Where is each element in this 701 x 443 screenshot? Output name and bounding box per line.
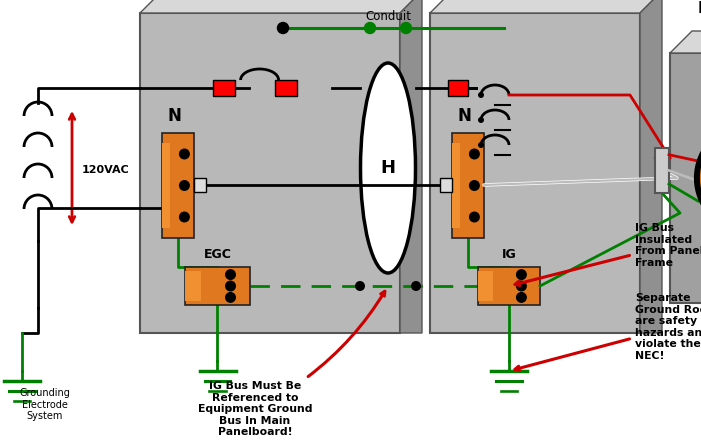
Circle shape <box>225 292 236 303</box>
Bar <box>185 267 250 305</box>
Bar <box>430 13 640 333</box>
Circle shape <box>400 23 411 34</box>
Text: 120VAC: 120VAC <box>82 166 130 175</box>
Circle shape <box>469 211 480 222</box>
Circle shape <box>225 269 236 280</box>
Bar <box>448 80 468 96</box>
Polygon shape <box>640 0 662 333</box>
Text: EGC: EGC <box>203 248 231 261</box>
Text: IG Bus
Insulated
From Panel
Frame: IG Bus Insulated From Panel Frame <box>515 223 701 285</box>
Text: IG: IG <box>502 248 517 261</box>
Polygon shape <box>670 31 701 53</box>
Bar <box>655 148 669 193</box>
Text: H: H <box>381 159 395 177</box>
Bar <box>478 267 540 305</box>
Circle shape <box>695 122 701 234</box>
Polygon shape <box>400 0 422 333</box>
Bar <box>162 144 170 228</box>
Bar <box>478 271 494 301</box>
Circle shape <box>179 180 190 191</box>
Ellipse shape <box>360 63 416 273</box>
Circle shape <box>478 92 484 98</box>
Text: IG
Receptacle: IG Receptacle <box>697 0 701 16</box>
Polygon shape <box>140 0 422 13</box>
Circle shape <box>179 148 190 159</box>
Text: N: N <box>168 107 182 125</box>
Bar <box>140 13 400 333</box>
Polygon shape <box>430 0 662 13</box>
Bar <box>452 144 460 228</box>
Circle shape <box>478 142 484 148</box>
Circle shape <box>365 23 376 34</box>
Bar <box>185 271 201 301</box>
Bar <box>213 80 235 96</box>
Bar <box>194 178 206 192</box>
Text: IG Bus Must Be
Referenced to
Equipment Ground
Bus In Main
Panelboard!: IG Bus Must Be Referenced to Equipment G… <box>198 291 385 437</box>
Circle shape <box>469 180 480 191</box>
Bar <box>440 178 452 192</box>
Circle shape <box>516 292 527 303</box>
Circle shape <box>355 281 365 291</box>
Circle shape <box>179 211 190 222</box>
Bar <box>162 133 194 238</box>
Circle shape <box>516 280 527 291</box>
Circle shape <box>278 23 289 34</box>
Circle shape <box>516 269 527 280</box>
Bar <box>670 53 701 303</box>
Circle shape <box>225 280 236 291</box>
Text: Separate
Ground Rods
are safety
hazards and
violate the
NEC!: Separate Ground Rods are safety hazards … <box>515 293 701 370</box>
Circle shape <box>469 148 480 159</box>
Text: Grounding
Electrode
System: Grounding Electrode System <box>20 388 70 421</box>
Circle shape <box>411 281 421 291</box>
Text: Conduit: Conduit <box>365 10 411 23</box>
Bar <box>275 80 297 96</box>
Bar <box>452 133 484 238</box>
Circle shape <box>478 117 484 123</box>
Text: N: N <box>458 107 472 125</box>
